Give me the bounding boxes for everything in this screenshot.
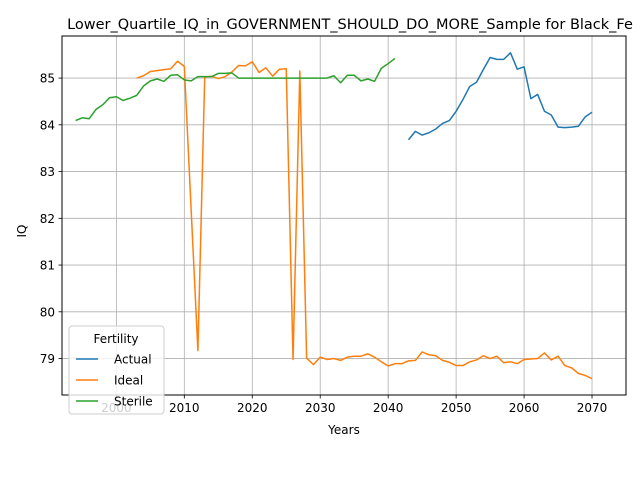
legend-label-sterile: Sterile: [114, 395, 153, 409]
legend: Fertility Actual Ideal Sterile: [68, 325, 165, 415]
legend-box: [68, 325, 165, 415]
y-tick-label: 80: [40, 305, 55, 319]
legend-entries: Actual Ideal Sterile: [76, 353, 153, 409]
y-tick-label: 85: [40, 72, 55, 86]
x-tick-label: 2010: [169, 401, 200, 415]
y-tick-label: 79: [40, 352, 55, 366]
x-axis-label: Years: [327, 423, 360, 437]
series-line-sterile: [75, 57, 396, 122]
series-lines: [75, 52, 593, 380]
x-tick-label: 2050: [441, 401, 472, 415]
chart-title: Lower_Quartile_IQ_in_GOVERNMENT_SHOULD_D…: [67, 17, 633, 33]
y-tick-label: 83: [40, 165, 55, 179]
legend-title: Fertility: [93, 332, 138, 346]
y-tick-label: 84: [40, 118, 55, 132]
y-axis-label: IQ: [15, 225, 29, 238]
series-line-actual: [407, 52, 593, 141]
x-tick-label: 2020: [237, 401, 268, 415]
x-tick-label: 2030: [305, 401, 336, 415]
legend-label-actual: Actual: [114, 353, 152, 367]
x-tick-label: 2040: [373, 401, 404, 415]
plot-frame: [61, 35, 627, 396]
x-tick-label: 2070: [577, 401, 608, 415]
y-tick-label: 82: [40, 212, 55, 226]
y-tick-label: 81: [40, 259, 55, 273]
x-tick-label: 2060: [509, 401, 540, 415]
legend-label-ideal: Ideal: [114, 374, 143, 388]
